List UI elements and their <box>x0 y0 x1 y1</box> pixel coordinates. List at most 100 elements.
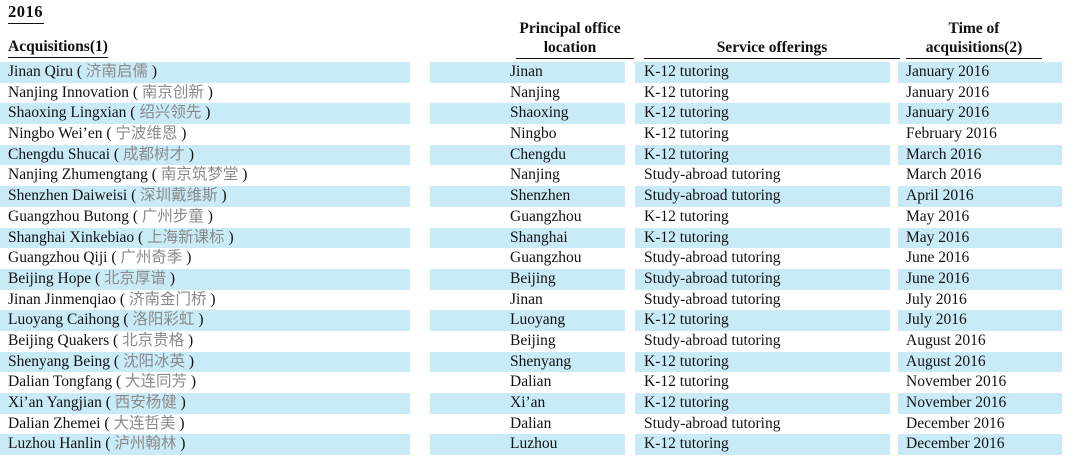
column-gutter <box>625 207 635 228</box>
acquisition-name-english: Nanjing Innovation ( <box>8 83 142 101</box>
column-gutter <box>625 186 635 207</box>
acquisition-name-english: Beijing Quakers ( <box>8 331 123 349</box>
acquisition-name-english: Dalian Zhemei ( <box>8 414 114 432</box>
table-row: Ningbo Wei’en ( 宁波维恩 ) Ningbo K-12 tutor… <box>0 124 1080 145</box>
acquisition-name-cell: Guangzhou Qiji ( 广州奇季 ) <box>0 248 410 269</box>
acquisitions-table: Jinan Qiru ( 济南启儒 ) Jinan K-12 tutoring … <box>0 62 1080 456</box>
column-gutter <box>625 103 635 124</box>
column-gutter <box>410 248 430 269</box>
right-margin <box>1062 331 1080 352</box>
acquisition-name-cell: Chengdu Shucai ( 成都树才 ) <box>0 144 410 166</box>
column-gutter <box>890 414 898 435</box>
acquisition-name-english: Shaoxing Lingxian ( <box>8 104 140 122</box>
table-row: Jinan Qiru ( 济南启儒 ) Jinan K-12 tutoring … <box>0 62 1080 83</box>
column-gutter <box>890 310 898 331</box>
acquisition-name-english: Chengdu Shucai ( <box>8 145 123 163</box>
time-of-acquisition-cell: June 2016 <box>898 268 1062 290</box>
acquisition-name-chinese: 济南金门桥 <box>128 290 207 308</box>
acquisition-name-english: Nanjing Zhumengtang ( <box>8 166 161 184</box>
table-row: Luzhou Hanlin ( 泸州翰林 ) Luzhou K-12 tutor… <box>0 434 1080 456</box>
principal-office-location-cell: Luzhou <box>430 434 625 456</box>
acquisition-name-cell: Dalian Tongfang ( 大连同芳 ) <box>0 372 410 393</box>
time-of-acquisition-cell: December 2016 <box>898 434 1062 456</box>
column-gutter <box>890 165 898 186</box>
table-row: Shenzhen Daiweisi ( 深圳戴维斯 ) Shenzhen Stu… <box>0 186 1080 207</box>
acquisition-name-chinese: 大连哲美 <box>113 414 176 432</box>
column-gutter <box>410 331 430 352</box>
principal-office-location-cell: Nanjing <box>510 83 560 101</box>
acquisition-name-paren: ) <box>184 331 194 349</box>
column-gutter <box>410 124 430 145</box>
column-gutter <box>625 165 635 186</box>
acquisition-name-english: Guangzhou Butong ( <box>8 207 142 225</box>
column-gutter <box>890 103 898 124</box>
column-header-service-offerings: Service offerings <box>716 39 828 56</box>
service-offerings-cell: K-12 tutoring <box>644 207 729 225</box>
right-margin <box>1062 352 1080 373</box>
year-heading: 2016 <box>8 2 44 24</box>
table-row: Shenyang Being ( 沈阳冰英 ) Shenyang K-12 tu… <box>0 351 1080 373</box>
table-row: Xi’an Yangjian ( 西安杨健 ) Xi’an K-12 tutor… <box>0 393 1080 414</box>
right-margin <box>1062 228 1080 249</box>
column-gutter <box>625 228 635 249</box>
principal-office-location-cell: Guangzhou <box>510 249 582 267</box>
table-row: Beijing Hope ( 北京厚谱 ) Beijing Study-abro… <box>0 268 1080 290</box>
acquisition-name-chinese: 绍兴领先 <box>139 104 202 122</box>
acquisition-name-paren: ) <box>203 83 213 101</box>
right-margin <box>1062 186 1080 207</box>
principal-office-location-cell: Jinan <box>510 290 543 308</box>
acquisition-name-cell: Shenyang Being ( 沈阳冰英 ) <box>0 351 410 373</box>
time-of-acquisition-cell: November 2016 <box>898 393 1062 414</box>
column-gutter <box>410 228 430 249</box>
column-gutter <box>890 269 898 290</box>
acquisition-name-cell: Shenzhen Daiweisi ( 深圳戴维斯 ) <box>0 186 410 207</box>
service-offerings-cell: K-12 tutoring <box>635 310 890 331</box>
principal-office-location-cell: Chengdu <box>430 144 625 166</box>
column-header-location-line2: location <box>543 38 597 56</box>
acquisition-name-chinese: 成都树才 <box>122 145 185 163</box>
acquisition-name-cell: Luzhou Hanlin ( 泸州翰林 ) <box>0 434 410 456</box>
column-header-acquisitions: Acquisitions(1) <box>8 38 108 58</box>
acquisition-name-english: Luoyang Caihong ( <box>8 311 133 329</box>
table-row: Guangzhou Butong ( 广州步童 ) Guangzhou K-12… <box>0 207 1080 228</box>
column-rule-service <box>644 58 900 59</box>
time-of-acquisition-cell: February 2016 <box>906 125 997 143</box>
table-row: Chengdu Shucai ( 成都树才 ) Chengdu K-12 tut… <box>0 144 1080 166</box>
principal-office-location-cell: Nanjing <box>510 166 560 184</box>
column-gutter <box>890 248 898 269</box>
column-gutter <box>625 434 635 455</box>
right-margin <box>1062 103 1080 124</box>
acquisition-name-english: Luzhou Hanlin ( <box>8 435 115 453</box>
acquisition-name-paren: ) <box>176 394 186 411</box>
acquisition-name-chinese: 宁波维恩 <box>115 125 178 143</box>
column-gutter <box>410 186 430 207</box>
principal-office-location-cell: Ningbo <box>510 125 557 143</box>
column-gutter <box>625 331 635 352</box>
acquisition-name-paren: ) <box>176 435 186 453</box>
column-gutter <box>410 62 430 83</box>
acquisition-name-chinese: 泸州翰林 <box>114 435 177 453</box>
column-gutter <box>410 269 430 290</box>
service-offerings-cell: K-12 tutoring <box>635 393 890 414</box>
acquisition-name-chinese: 深圳戴维斯 <box>140 187 218 205</box>
column-gutter <box>410 165 430 186</box>
column-gutter <box>625 352 635 373</box>
time-of-acquisition-cell: July 2016 <box>906 290 967 308</box>
time-of-acquisition-cell: May 2016 <box>906 207 970 225</box>
acquisition-name-english: Shenzhen Daiweisi ( <box>8 187 141 205</box>
acquisition-name-chinese: 洛阳彩虹 <box>132 311 195 329</box>
acquisition-name-chinese: 广州奇季 <box>120 249 183 267</box>
acquisition-name-chinese: 沈阳冰英 <box>122 352 185 370</box>
column-gutter <box>890 207 898 228</box>
acquisition-name-paren: ) <box>184 145 195 163</box>
column-gutter <box>410 310 430 331</box>
service-offerings-cell: K-12 tutoring <box>635 351 890 373</box>
time-of-acquisition-cell: March 2016 <box>906 166 982 184</box>
table-row: Jinan Jinmenqiao ( 济南金门桥 ) Jinan Study-a… <box>0 290 1080 311</box>
acquisition-name-chinese: 上海新课标 <box>147 228 225 246</box>
time-of-acquisition-cell: August 2016 <box>898 351 1062 373</box>
principal-office-location-cell: Dalian <box>510 373 552 391</box>
column-gutter <box>890 393 898 414</box>
column-gutter <box>410 352 430 373</box>
column-gutter <box>625 393 635 414</box>
